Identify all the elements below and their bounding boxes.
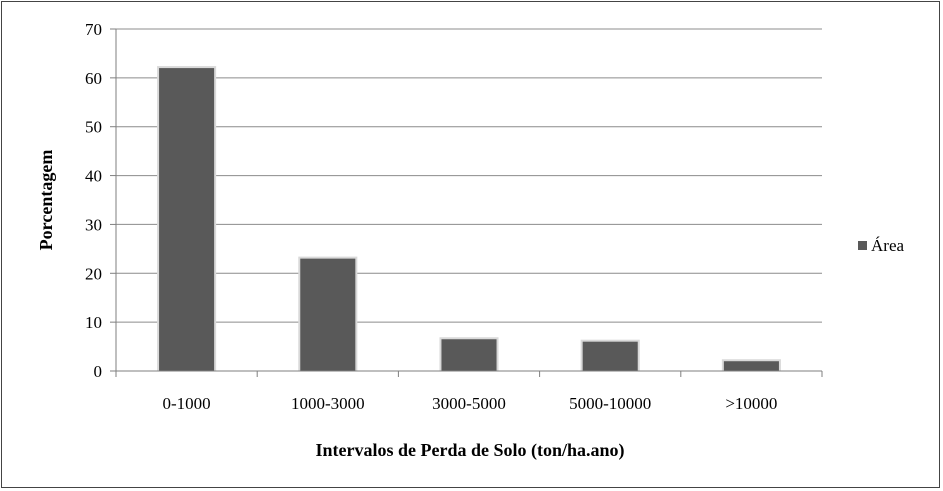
bar — [300, 258, 356, 371]
x-axis-title: Intervalos de Perda de Solo (ton/ha.ano) — [315, 440, 624, 461]
gridlines — [110, 28, 822, 372]
bar — [159, 68, 215, 371]
bar — [723, 361, 779, 371]
axes — [115, 29, 823, 377]
x-tick-labels: 0-1000 1000-3000 3000-5000 5000-10000 >10000 — [163, 394, 778, 413]
y-tick-label: 10 — [85, 313, 102, 332]
x-tick-label: 1000-3000 — [291, 394, 365, 413]
legend-label: Área — [871, 236, 904, 255]
legend-swatch — [858, 241, 867, 250]
bar — [441, 339, 497, 371]
y-tick-label: 30 — [85, 215, 102, 234]
legend: Área — [858, 236, 904, 255]
x-tick-label: 5000-10000 — [569, 394, 651, 413]
y-tick-label: 20 — [85, 264, 102, 283]
bar — [582, 341, 638, 371]
x-tick-label: >10000 — [725, 394, 777, 413]
x-tick-label: 0-1000 — [163, 394, 211, 413]
y-tick-label: 40 — [85, 167, 102, 186]
y-axis-title: Porcentagem — [36, 150, 56, 251]
y-tick-label: 0 — [94, 362, 103, 381]
y-tick-label: 50 — [85, 118, 102, 137]
bars — [157, 66, 781, 371]
x-tick-label: 3000-5000 — [432, 394, 506, 413]
y-tick-labels: 0 10 20 30 40 50 60 70 — [85, 20, 102, 381]
y-tick-label: 70 — [85, 20, 102, 39]
y-tick-label: 60 — [85, 69, 102, 88]
